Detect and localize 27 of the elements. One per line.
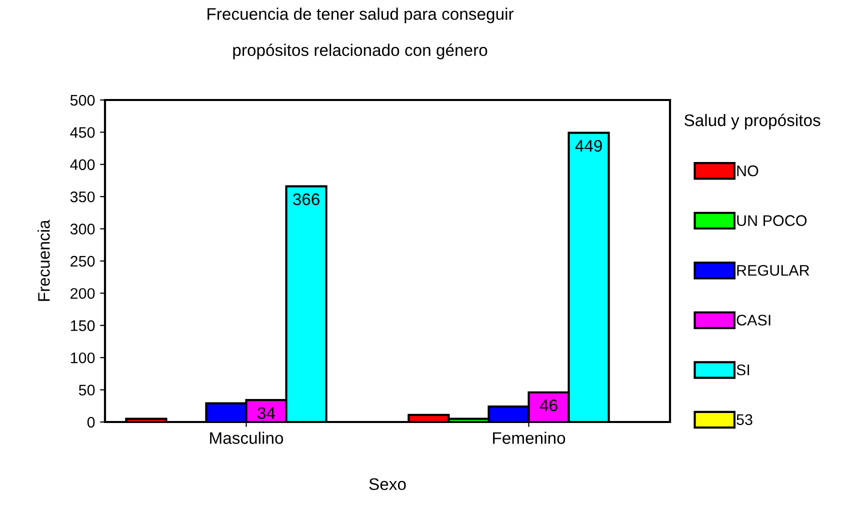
y-tick-label: 300 — [70, 224, 95, 234]
data-label: 366 — [293, 193, 320, 206]
y-tick-label: 500 — [70, 94, 95, 106]
y-tick-label: 200 — [70, 288, 95, 299]
y-tick-label: 100 — [70, 352, 95, 364]
legend-label: CASI — [736, 314, 770, 326]
data-label: 46 — [540, 400, 558, 412]
x-tick-label: Femenino — [493, 432, 566, 444]
data-label: 449 — [575, 140, 602, 152]
y-tick-label: 400 — [70, 159, 95, 170]
y-tick-label: 0 — [87, 416, 95, 428]
y-tick-label: 50 — [78, 384, 95, 396]
x-axis-title: Sexo — [369, 478, 406, 490]
legend-label: SI — [736, 364, 750, 376]
x-tick-label: Masculino — [210, 432, 284, 444]
legend-label: REGULAR — [737, 264, 810, 276]
legend-title: Salud y propósitos — [684, 114, 820, 130]
y-tick-label: 450 — [70, 127, 95, 138]
legend-label: 53 — [736, 414, 752, 426]
y-tick-label: 250 — [70, 256, 95, 267]
chart-title: Frecuencia de tener salud para conseguir propósitos relacionado con género — [208, 8, 514, 60]
y-tick-label: 150 — [70, 320, 95, 332]
data-label: 34 — [258, 407, 276, 420]
legend-label: UN POCO — [737, 215, 807, 226]
legend-label: NO — [737, 165, 758, 176]
y-tick-label: 350 — [70, 191, 95, 202]
y-axis-title: Frecuencia — [38, 220, 50, 301]
